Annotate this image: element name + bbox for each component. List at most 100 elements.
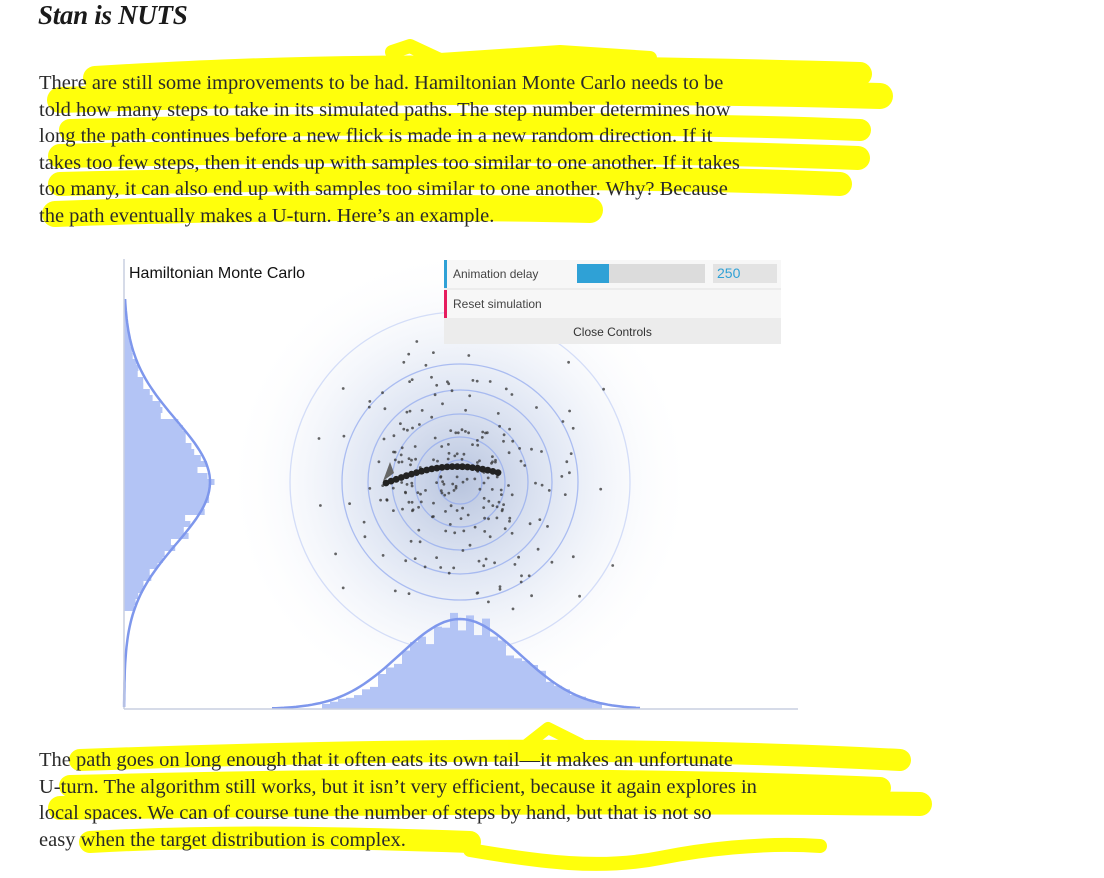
trajectory-point <box>403 472 410 480</box>
sample-point <box>439 566 443 569</box>
sample-point <box>476 443 480 447</box>
sample-point <box>416 491 420 494</box>
histogram-bar <box>346 697 354 709</box>
sample-points <box>317 340 615 611</box>
histogram-bar <box>124 371 138 377</box>
sample-point <box>498 587 502 591</box>
sample-point <box>464 430 467 433</box>
sample-point <box>402 427 406 431</box>
sample-point <box>341 586 345 590</box>
sample-point <box>410 484 414 488</box>
trajectory-point <box>474 464 481 472</box>
histogram-bar <box>124 539 171 545</box>
histogram-bar <box>124 497 210 503</box>
trajectory-point <box>443 463 451 471</box>
histogram-bar <box>124 425 183 431</box>
sample-point <box>410 481 414 485</box>
sample-point <box>381 391 384 395</box>
text-line: long the path continues before a new fli… <box>39 125 713 148</box>
sample-point <box>449 429 453 432</box>
sample-point <box>561 420 565 423</box>
sample-point <box>502 503 505 506</box>
animation-delay-row: Animation delay 250 <box>444 260 781 288</box>
sample-point <box>490 461 493 465</box>
trajectory-point <box>494 469 502 476</box>
sample-point <box>454 431 458 435</box>
sample-point <box>419 492 422 496</box>
trajectory-point <box>397 474 405 481</box>
histogram-bar <box>554 685 562 709</box>
text-line: easy when the target distribution is com… <box>39 828 406 851</box>
animation-delay-slider[interactable] <box>577 264 705 283</box>
trajectory-point <box>392 475 400 483</box>
trajectory-point <box>428 465 436 473</box>
sample-point <box>471 379 475 382</box>
sample-point <box>407 592 411 595</box>
sample-point <box>520 574 523 578</box>
sample-point <box>413 445 417 448</box>
sample-point <box>455 452 459 456</box>
histogram-bar <box>124 467 198 473</box>
hmc-visualization: Hamiltonian Monte Carlo <box>122 259 802 711</box>
sample-point <box>567 360 570 364</box>
sample-point <box>441 480 444 483</box>
sample-point <box>513 563 517 566</box>
histogram-bar <box>538 670 546 709</box>
sample-point <box>510 531 514 535</box>
sample-point <box>455 509 459 512</box>
sample-point <box>450 389 454 393</box>
sample-point <box>448 523 452 526</box>
histogram-bar <box>124 599 136 605</box>
sample-point <box>464 408 467 412</box>
sample-point <box>571 426 575 430</box>
close-controls-button[interactable]: Close Controls <box>444 321 781 344</box>
sample-point <box>518 447 521 450</box>
sample-point <box>475 591 479 595</box>
sample-point <box>439 489 443 493</box>
sample-point <box>432 458 435 462</box>
sample-point <box>500 493 503 496</box>
reset-simulation-label: Reset simulation <box>453 297 542 311</box>
reset-simulation-button[interactable]: Reset simulation <box>444 290 781 318</box>
histogram-bar <box>124 335 129 341</box>
sample-point <box>487 499 491 503</box>
sample-point <box>441 402 444 406</box>
sample-point <box>447 451 451 455</box>
sample-point <box>439 475 443 478</box>
histogram-bar <box>474 635 482 709</box>
sample-point <box>611 564 615 567</box>
sample-point <box>491 504 495 507</box>
sample-point <box>432 501 435 505</box>
sample-point <box>423 565 427 569</box>
controls-panel: Animation delay 250 Reset simulation Clo… <box>444 260 781 344</box>
sample-point <box>452 566 456 570</box>
sample-point <box>348 502 351 505</box>
sample-point <box>540 483 544 487</box>
sample-point <box>443 493 447 497</box>
sample-point <box>494 460 497 464</box>
sample-point <box>456 431 460 435</box>
trajectory-point <box>413 469 420 476</box>
animation-delay-input[interactable]: 250 <box>713 264 777 283</box>
sample-point <box>444 510 447 513</box>
sample-point <box>485 431 489 435</box>
histogram-bar <box>124 455 201 461</box>
sample-point <box>465 477 469 481</box>
sample-point <box>402 360 406 364</box>
sample-point <box>383 407 387 411</box>
sample-point <box>468 543 472 547</box>
histogram-bar <box>322 703 330 709</box>
sample-point <box>430 375 433 379</box>
sample-point <box>482 496 486 500</box>
histogram-bar <box>522 660 530 709</box>
histogram-bar <box>124 545 176 551</box>
sample-point <box>535 406 538 409</box>
histogram-bar <box>362 689 370 709</box>
contour-ring <box>414 436 506 528</box>
histogram-bar <box>354 695 362 709</box>
sample-point <box>550 560 554 564</box>
sample-point <box>424 489 427 492</box>
y-density-curve <box>122 298 212 707</box>
histogram-bar <box>378 674 386 709</box>
sample-point <box>392 434 396 438</box>
